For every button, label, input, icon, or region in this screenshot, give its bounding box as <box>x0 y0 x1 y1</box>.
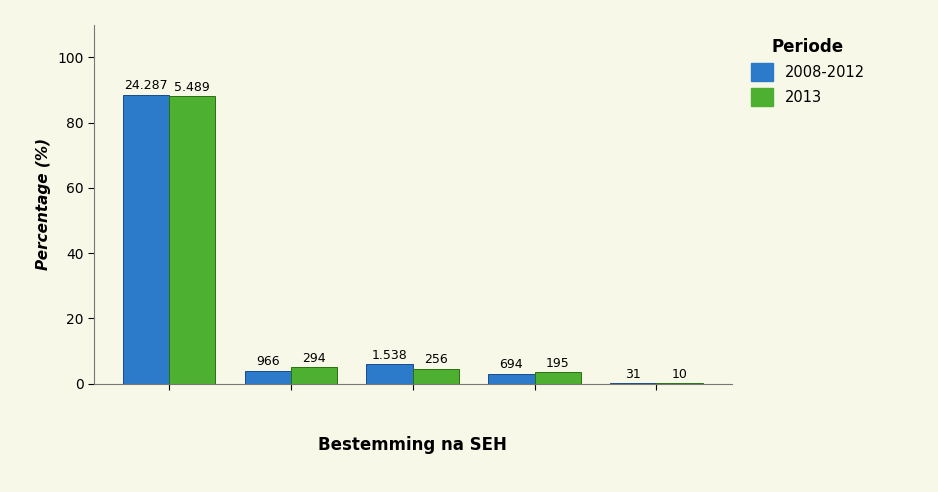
Legend: 2008-2012, 2013: 2008-2012, 2013 <box>746 32 870 112</box>
Bar <box>657 383 703 384</box>
Text: 5.489: 5.489 <box>174 81 210 94</box>
Y-axis label: Percentage (%): Percentage (%) <box>37 138 52 270</box>
Bar <box>291 368 337 384</box>
Text: 1.538: 1.538 <box>371 348 407 362</box>
Bar <box>123 95 169 384</box>
Text: 10: 10 <box>672 368 688 380</box>
Bar <box>413 369 459 384</box>
X-axis label: Bestemming na SEH: Bestemming na SEH <box>318 436 507 454</box>
Bar <box>489 374 535 384</box>
Bar <box>169 96 216 384</box>
Text: 694: 694 <box>500 358 523 371</box>
Text: 966: 966 <box>256 355 280 368</box>
Bar <box>535 372 581 384</box>
Bar <box>367 364 413 384</box>
Text: 294: 294 <box>302 352 325 365</box>
Text: 31: 31 <box>626 368 641 381</box>
Text: 195: 195 <box>546 357 569 369</box>
Bar <box>245 370 291 384</box>
Text: 256: 256 <box>424 353 447 367</box>
Text: 24.287: 24.287 <box>124 79 168 92</box>
